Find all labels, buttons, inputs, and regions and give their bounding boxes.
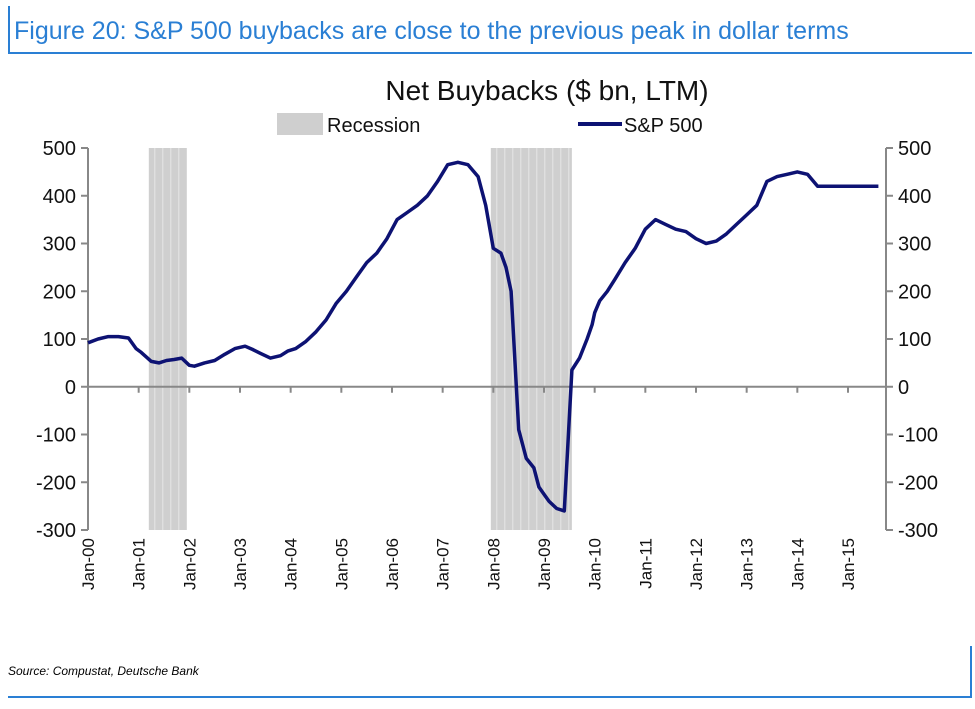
x-tick-label: Jan-04 (282, 538, 301, 590)
y-tick-label-left: -200 (36, 472, 76, 494)
chart-title: Net Buybacks ($ bn, LTM) (385, 75, 708, 106)
legend-swatch-recession (277, 113, 323, 135)
legend-label-recession: Recession (327, 115, 420, 137)
x-tick-label: Jan-02 (180, 538, 199, 590)
y-tick-label-right: 0 (898, 377, 909, 399)
x-tick-label: Jan-06 (383, 538, 402, 590)
x-tick-label: Jan-14 (788, 538, 807, 590)
x-tick-label: Jan-00 (79, 538, 98, 590)
chart-axes: 500 500 400 400 300 300 200 200 100 100 0 0 -100 -100… (36, 138, 938, 590)
y-tick-label-left: 200 (43, 281, 76, 303)
x-tick-label: Jan-11 (636, 538, 655, 589)
y-tick-label-right: 500 (898, 138, 931, 160)
x-tick-label: Jan-05 (332, 538, 351, 590)
legend-label-sp500: S&P 500 (624, 115, 703, 137)
y-tick-label-right: 400 (898, 186, 931, 208)
series-layer (87, 160, 879, 513)
y-tick-label-left: 100 (43, 329, 76, 351)
y-tick-label-left: -300 (36, 520, 76, 542)
recession-bands (148, 148, 572, 530)
y-tick-label-right: 100 (898, 329, 931, 351)
x-tick-label: Jan-13 (738, 538, 757, 590)
x-tick-label: Jan-09 (535, 538, 554, 590)
figure-header-frame (8, 6, 972, 54)
y-tick-label-right: -100 (898, 425, 938, 447)
y-tick-label-right: 200 (898, 281, 931, 303)
x-tick-label: Jan-01 (130, 538, 149, 590)
recession-band-1 (490, 148, 572, 530)
y-tick-label-right: 300 (898, 234, 931, 256)
x-tick-label: Jan-03 (231, 538, 250, 590)
y-tick-label-left: 0 (65, 377, 76, 399)
y-tick-label-left: 400 (43, 186, 76, 208)
y-tick-label-right: -300 (898, 520, 938, 542)
x-tick-label: Jan-10 (586, 538, 605, 590)
figure-footer-frame (8, 646, 972, 698)
x-tick-label: Jan-07 (434, 538, 453, 590)
y-tick-label-left: 300 (43, 234, 76, 256)
x-tick-label: Jan-15 (839, 538, 858, 590)
y-tick-label-left: 500 (43, 138, 76, 160)
y-tick-label-left: -100 (36, 425, 76, 447)
x-tick-label: Jan-12 (687, 538, 706, 590)
legend: Recession S&P 500 (277, 113, 703, 137)
x-tick-label: Jan-08 (484, 538, 503, 590)
figure-title: Figure 20: S&P 500 buybacks are close to… (14, 17, 849, 45)
series-line-sp500 (87, 160, 879, 513)
source-note: Source: Compustat, Deutsche Bank (8, 664, 199, 678)
y-tick-label-right: -200 (898, 472, 938, 494)
